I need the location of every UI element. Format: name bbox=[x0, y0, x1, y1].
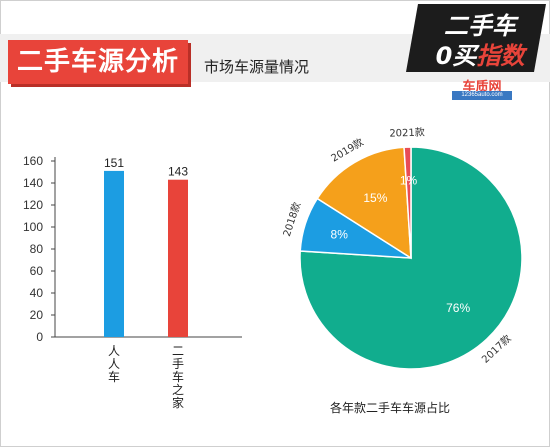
x-category-char: 车 bbox=[108, 369, 120, 384]
x-category-char: 家 bbox=[172, 395, 184, 410]
brand-logo: 二手车 0买指数 车质网 12365auto.com bbox=[406, 0, 548, 100]
x-category-char: 车 bbox=[172, 369, 184, 384]
x-category-char: 二 bbox=[172, 344, 184, 358]
pie-category-label: 2021款 bbox=[389, 126, 425, 140]
pie-slice bbox=[403, 146, 412, 259]
y-tick-label: 120 bbox=[23, 198, 43, 212]
bar-value-label: 143 bbox=[168, 165, 188, 179]
x-category-char: 之 bbox=[172, 383, 184, 397]
logo-url: 12365auto.com bbox=[452, 91, 512, 100]
pie-percent-label: 15% bbox=[363, 191, 387, 205]
title-box: 二手车源分析 bbox=[8, 40, 188, 84]
y-tick-label: 0 bbox=[36, 330, 43, 344]
y-tick-label: 40 bbox=[30, 286, 44, 300]
logo-line-1: 二手车 bbox=[444, 12, 516, 40]
x-category-char: 人 bbox=[108, 357, 120, 371]
page-title: 二手车源分析 bbox=[16, 47, 179, 77]
pie-chart-title: 各年款二手车车源占比 bbox=[330, 401, 451, 415]
pie-percent-label: 76% bbox=[446, 301, 470, 315]
pie-percent-label: 1% bbox=[400, 173, 418, 187]
logo-line-2-a: 0 bbox=[435, 42, 453, 70]
y-tick-label: 160 bbox=[23, 154, 43, 168]
header: 二手车源分析 市场车源量情况 二手车 0买指数 车质网 12365auto.co… bbox=[0, 0, 550, 100]
x-category-char: 人 bbox=[108, 344, 120, 358]
x-category-label: 二手车之家 bbox=[172, 344, 184, 410]
y-tick-label: 100 bbox=[23, 220, 43, 234]
pie-slice bbox=[316, 146, 412, 260]
bar bbox=[104, 170, 124, 337]
pie-percent-label: 8% bbox=[331, 228, 349, 242]
y-tick-label: 80 bbox=[30, 242, 44, 256]
y-tick-label: 20 bbox=[30, 308, 44, 322]
logo-line-2-b: 买 bbox=[452, 42, 477, 70]
bar-value-label: 151 bbox=[104, 156, 124, 170]
x-category-char: 手 bbox=[172, 357, 184, 371]
logo-line-2-c: 指数 bbox=[476, 42, 525, 70]
page-subtitle: 市场车源量情况 bbox=[204, 58, 310, 76]
x-category-label: 人人车 bbox=[108, 344, 120, 384]
y-tick-label: 140 bbox=[23, 176, 43, 190]
bar bbox=[168, 179, 188, 337]
pie-category-label: 2018款 bbox=[280, 200, 303, 238]
y-tick-label: 60 bbox=[30, 264, 44, 278]
logo-line-2: 0买指数 bbox=[418, 36, 542, 71]
